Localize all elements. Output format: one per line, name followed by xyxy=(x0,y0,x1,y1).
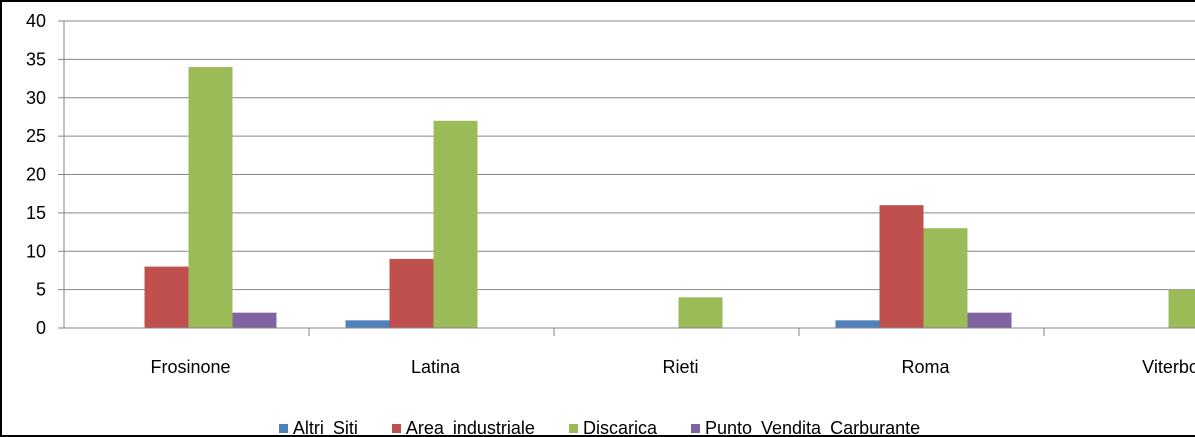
y-tick-label: 10 xyxy=(26,241,46,261)
legend-item: Punto Vendita Carburante xyxy=(690,417,921,437)
legend-label: Area industriale xyxy=(405,417,535,437)
legend-label: Punto Vendita Carburante xyxy=(704,417,921,437)
x-category-label: Rieti xyxy=(662,357,698,377)
axis-labels: 0 5 10 15 20 25 30 35 40 Frosinone Latina Rieti Roma… xyxy=(26,11,1195,377)
axes xyxy=(58,20,1195,336)
y-tick-label: 30 xyxy=(26,88,46,108)
y-tick-label: 15 xyxy=(26,203,46,223)
bar xyxy=(389,258,434,328)
bar xyxy=(345,320,390,328)
x-category-label: Roma xyxy=(901,357,950,377)
y-tick-label: 40 xyxy=(26,11,46,31)
y-tick-label: 5 xyxy=(36,280,46,300)
legend-label: Altri Siti xyxy=(292,417,358,437)
legend-item: Area industriale xyxy=(391,417,535,437)
legend-item: Altri Siti xyxy=(278,417,358,437)
bar xyxy=(835,320,880,328)
x-category-label: Viterbo xyxy=(1142,357,1195,377)
legend: Altri Siti Area industriale Discarica Punto… xyxy=(2,417,1195,437)
legend-label: Discarica xyxy=(582,417,657,437)
bar xyxy=(232,312,277,328)
x-category-label: Frosinone xyxy=(150,357,230,377)
legend-swatch xyxy=(568,423,578,433)
bar xyxy=(433,120,478,329)
bars xyxy=(144,67,1195,329)
bar xyxy=(188,67,233,329)
legend-swatch xyxy=(278,423,288,433)
y-tick-label: 25 xyxy=(26,126,46,146)
legend-swatch xyxy=(391,423,401,433)
bar xyxy=(967,312,1012,328)
bar xyxy=(1168,289,1195,328)
bar xyxy=(678,297,723,328)
y-tick-label: 35 xyxy=(26,49,46,69)
gridlines xyxy=(64,20,1195,291)
legend-swatch xyxy=(690,423,700,433)
bar xyxy=(879,205,924,328)
y-tick-label: 0 xyxy=(36,318,46,338)
legend-item: Discarica xyxy=(568,417,657,437)
bar xyxy=(923,228,968,328)
bar xyxy=(144,266,189,328)
y-tick-label: 20 xyxy=(26,165,46,185)
x-category-label: Latina xyxy=(411,357,461,377)
